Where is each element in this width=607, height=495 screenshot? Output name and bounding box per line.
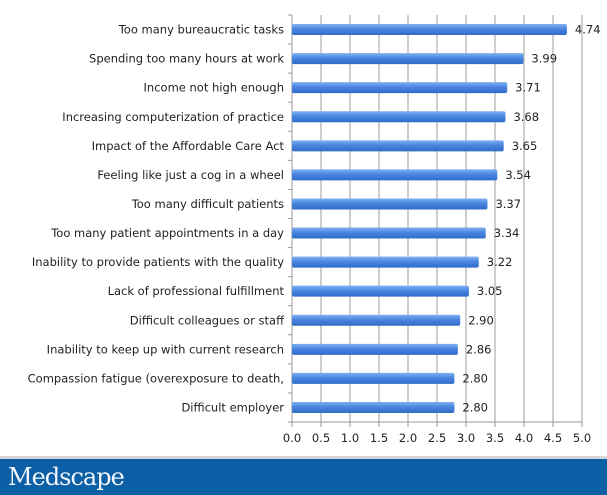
data-label: 3.65 (512, 139, 538, 153)
data-label: 2.80 (462, 371, 488, 385)
x-tick-label: 4.5 (544, 431, 562, 445)
data-label: 2.86 (466, 342, 492, 356)
category-label: Difficult employer (181, 400, 284, 414)
x-tick-label: 2.0 (399, 431, 417, 445)
data-label: 2.80 (462, 400, 488, 414)
data-label: 3.68 (513, 110, 539, 124)
bar (292, 401, 455, 413)
bar (292, 198, 488, 210)
bar (292, 314, 461, 326)
category-label: Lack of professional fulfillment (108, 284, 285, 298)
medscape-logo: Medscape (8, 463, 125, 491)
bar (292, 285, 469, 297)
category-label: Income not high enough (144, 81, 284, 95)
x-tick-label: 0.0 (283, 431, 301, 445)
bar-chart: 0.0 0.5 1.0 1.5 2.0 2.5 3.0 3.5 4.0 4.5 5.0 Too man… (28, 14, 601, 445)
category-label: Too many bureaucratic tasks (118, 23, 284, 37)
category-label: Too many difficult patients (131, 197, 284, 211)
x-tick-label: 3.0 (457, 431, 475, 445)
bar (292, 256, 479, 268)
data-label: 3.71 (515, 81, 541, 95)
category-label: Compassion fatigue (overexposure to deat… (28, 371, 284, 385)
bar (292, 343, 458, 355)
bar (292, 111, 506, 123)
data-label: 3.54 (505, 168, 531, 182)
category-label: Inability to keep up with current resear… (47, 342, 284, 356)
bar (292, 140, 504, 152)
x-tick-label: 4.0 (515, 431, 533, 445)
x-tick-label: 0.5 (312, 431, 330, 445)
bar (292, 227, 486, 239)
category-label: Increasing computerization of practice (62, 110, 284, 124)
category-label: Impact of the Affordable Care Act (92, 139, 285, 153)
category-label: Difficult colleagues or staff (130, 313, 285, 327)
category-label: Spending too many hours at work (89, 52, 284, 66)
bar (292, 169, 498, 181)
x-tick-label: 1.0 (341, 431, 359, 445)
data-label: 3.37 (495, 197, 521, 211)
x-tick-label: 3.5 (486, 431, 504, 445)
bar (292, 372, 455, 384)
data-label: 3.99 (531, 52, 557, 66)
data-label: 3.22 (487, 255, 513, 269)
data-label: 3.05 (477, 284, 503, 298)
x-tick-label: 1.5 (370, 431, 388, 445)
category-label: Feeling like just a cog in a wheel (97, 168, 284, 182)
bar (292, 24, 567, 36)
bar (292, 82, 508, 94)
x-tick-label: 2.5 (428, 431, 446, 445)
x-tick-label: 5.0 (573, 431, 591, 445)
category-label: Inability to provide patients with the q… (32, 255, 284, 269)
footer-bar: Medscape (0, 456, 607, 495)
data-label: 2.90 (468, 313, 494, 327)
bar (292, 53, 524, 65)
category-label: Too many patient appointments in a day (50, 226, 284, 240)
data-label: 4.74 (575, 23, 601, 37)
data-label: 3.34 (494, 226, 520, 240)
